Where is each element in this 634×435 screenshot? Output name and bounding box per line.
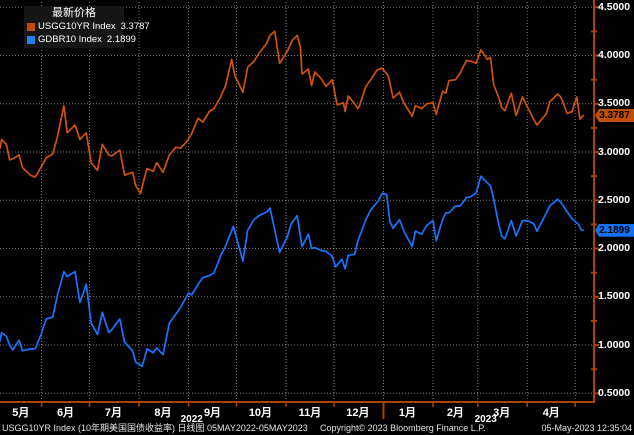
us10y-last-price-badge: 3.3787 — [595, 109, 634, 122]
x-axis-month-label: 3月 — [493, 407, 511, 419]
x-axis-month-label: 9月 — [203, 407, 222, 419]
y-axis-tick-label: 3.5000 — [598, 97, 631, 110]
legend-label: GDBR10 Index — [38, 34, 102, 45]
legend-item-usgg10yr[interactable]: USGG10YR Index 3.3787 — [27, 20, 150, 33]
y-axis-tick-label: 4.0000 — [598, 49, 631, 62]
legend-value: 2.1899 — [106, 34, 136, 45]
x-axis-month-label: 5月 — [12, 407, 30, 419]
y-axis-tick-label: 1.0000 — [598, 338, 631, 351]
status-bar: USGG10YR Index (10年期美国国债收益率) 日线图 05MAY20… — [0, 423, 634, 435]
legend-box: 最新价格 USGG10YR Index 3.3787 GDBR10 Index … — [24, 6, 150, 48]
legend-title: 最新价格 — [52, 7, 96, 19]
chart-description-text: USGG10YR Index (10年期美国国债收益率) 日线图 05MAY20… — [2, 423, 308, 433]
x-axis-month-label: 10月 — [248, 407, 273, 419]
y-axis-tick-label: 2.5000 — [598, 193, 631, 206]
legend-item-gdbr10[interactable]: GDBR10 Index 2.1899 — [27, 33, 136, 46]
x-axis-month-label: 7月 — [104, 407, 122, 419]
x-axis-month-label: 11月 — [298, 407, 322, 419]
y-axis-tick-label: 0.5000 — [598, 386, 631, 399]
x-axis-year-label: 2023 — [474, 414, 497, 425]
copyright-text: Copyright© 2023 Bloomberg Finance L.P. — [320, 423, 486, 433]
gdbr10-series-color-chip — [27, 35, 35, 44]
y-axis-tick-label: 4.5000 — [598, 0, 631, 13]
x-axis-month-label: 6月 — [56, 407, 75, 419]
series-line-gdbr10-index — [0, 175, 585, 368]
y-axis-tick-label: 2.0000 — [598, 242, 631, 255]
series-line-usgg10yr-index — [0, 30, 585, 195]
y-axis-tick-label: 3.0000 — [598, 145, 631, 158]
x-axis-month-label: 2月 — [446, 407, 464, 419]
x-axis-month-label: 12月 — [346, 407, 370, 419]
legend-label: USGG10YR Index — [38, 21, 116, 32]
x-axis-month-label: 4月 — [542, 407, 560, 419]
x-axis-month-label: 8月 — [154, 407, 172, 419]
gdbr10-last-price-badge: 2.1899 — [595, 223, 634, 237]
x-axis-month-label: 1月 — [398, 407, 416, 419]
x-axis-year-label: 2022 — [180, 414, 203, 425]
legend-value: 3.3787 — [120, 21, 150, 32]
usgg10yr-series-color-chip — [27, 22, 35, 31]
timestamp-text: 05-May-2023 12:35:04 — [541, 423, 632, 433]
y-axis-tick-label: 1.5000 — [598, 290, 631, 303]
